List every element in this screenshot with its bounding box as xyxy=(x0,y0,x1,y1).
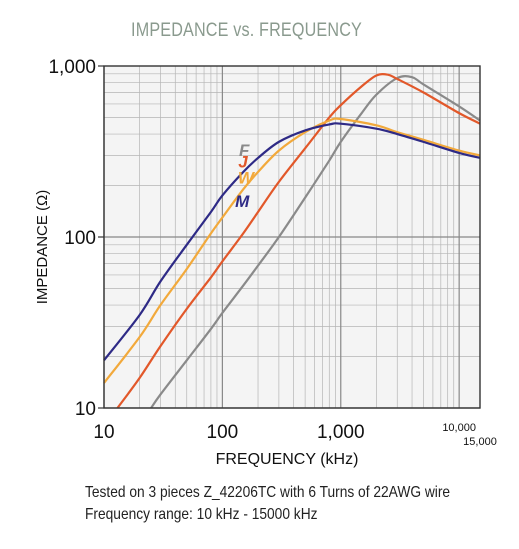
x-tick-label: 100 xyxy=(207,422,239,443)
x-tick-label: 10,000 xyxy=(442,422,476,434)
tick-labels: 10 100 1,000 10,000 15,000 10 100 1,000 xyxy=(48,57,496,448)
series-label-w: W xyxy=(238,169,256,188)
test-notes: Tested on 3 pieces Z_42206TC with 6 Turn… xyxy=(85,482,450,526)
series-label-j: J xyxy=(238,152,248,171)
y-tick-label: 10 xyxy=(75,399,96,420)
series-label-f: F xyxy=(239,141,250,160)
x-tick-label: 15,000 xyxy=(463,436,497,448)
y-tick-label: 100 xyxy=(64,228,96,249)
test-note-line: Tested on 3 pieces Z_42206TC with 6 Turn… xyxy=(85,484,451,501)
chart-title: IMPEDANCE vs. FREQUENCY xyxy=(131,20,362,41)
x-tick-label: 10 xyxy=(93,422,114,443)
x-axis-label: FREQUENCY (kHz) xyxy=(216,451,359,468)
series-layer xyxy=(103,73,481,409)
y-tick-label: 1,000 xyxy=(48,57,96,78)
series-line-w xyxy=(103,117,481,384)
series-line-f xyxy=(150,75,481,409)
test-note-line: Frequency range: 10 kHz - 15000 kHz xyxy=(85,506,318,523)
series-line-j xyxy=(116,73,481,409)
y-axis-label: IMPEDANCE (Ω) xyxy=(34,190,51,305)
series-label-m: M xyxy=(235,192,250,211)
x-tick-label: 1,000 xyxy=(317,422,365,443)
series-line-m xyxy=(103,122,481,362)
